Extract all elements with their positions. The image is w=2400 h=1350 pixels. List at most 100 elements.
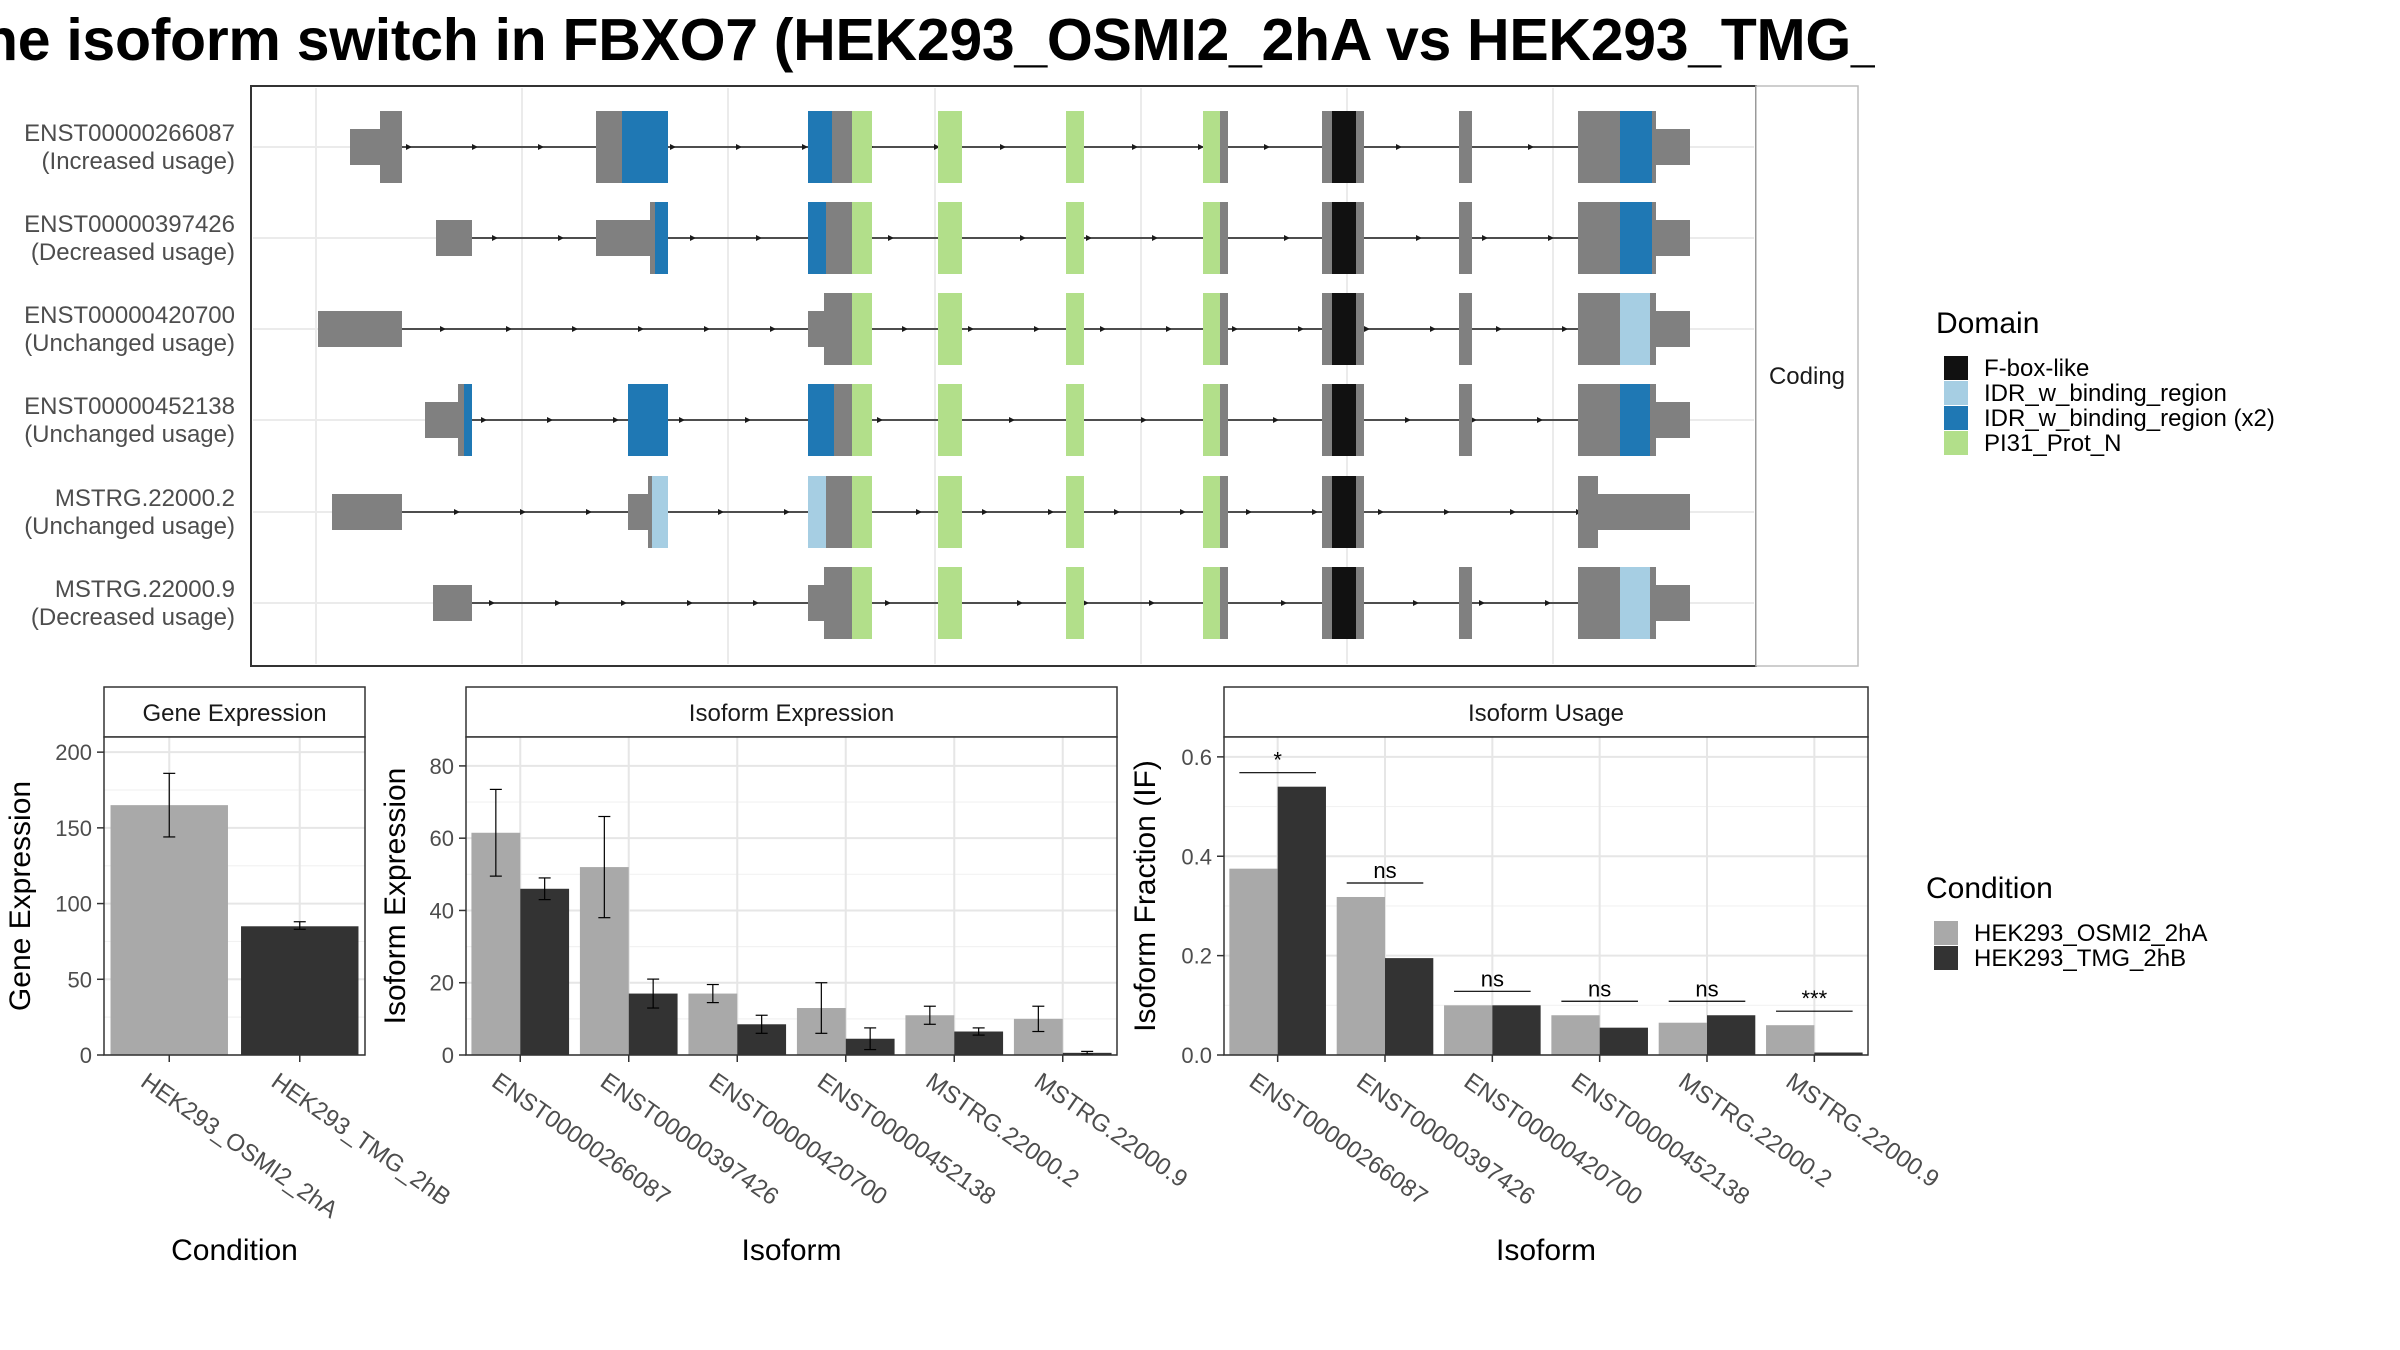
- legend-domain-key: [1944, 406, 1968, 430]
- exon-block: [1578, 476, 1598, 548]
- bar: [1385, 958, 1434, 1055]
- exon-block: [1656, 585, 1690, 621]
- y-axis-title: Gene Expression: [4, 781, 37, 1011]
- bar: [1551, 1015, 1600, 1055]
- direction-arrow: [621, 600, 627, 606]
- direction-arrow: [1086, 235, 1092, 241]
- exon-block: [1322, 476, 1332, 548]
- bar: [1707, 1015, 1756, 1055]
- direction-arrow: [1232, 326, 1238, 332]
- bar: [1229, 868, 1278, 1055]
- page-title: he isoform switch in FBXO7 (HEK293_OSMI2…: [0, 7, 1875, 73]
- exon-block: [1578, 111, 1620, 183]
- direction-arrow: [687, 600, 693, 606]
- exon-block: [1356, 202, 1364, 274]
- structure-rows: [318, 111, 1690, 639]
- direction-arrow: [492, 235, 498, 241]
- exon-block: [808, 311, 824, 347]
- transcript-6: [433, 567, 1690, 639]
- direction-arrow: [481, 417, 487, 423]
- x-tick-label: ENST00000420700: [704, 1068, 892, 1211]
- exon-block: [622, 111, 668, 183]
- isoform-name-label: ENST00000266087: [24, 120, 235, 147]
- exon-block: [1652, 202, 1656, 274]
- exon-block: [1656, 129, 1690, 165]
- exon-block: [1322, 202, 1332, 274]
- isoform-usage-label: (Decreased usage): [31, 239, 235, 266]
- direction-arrow: [1378, 509, 1384, 515]
- exon-block: [1203, 202, 1220, 274]
- direction-arrow: [547, 417, 553, 423]
- bar: [1492, 1005, 1541, 1055]
- y-tick-label: 0.6: [1181, 745, 1212, 770]
- direction-arrow: [613, 417, 619, 423]
- bar: [1444, 1005, 1493, 1055]
- plot-background: [1224, 737, 1868, 1055]
- isoform-name-label: ENST00000397426: [24, 211, 235, 238]
- direction-arrow: [888, 235, 894, 241]
- exon-block: [1650, 567, 1656, 639]
- x-tick-label: ENST00000266087: [1244, 1068, 1432, 1211]
- y-tick-label: 50: [68, 967, 92, 992]
- direction-arrow: [1017, 600, 1023, 606]
- direction-arrow: [902, 326, 908, 332]
- exon-block: [1066, 476, 1084, 548]
- y-tick-label: 0.0: [1181, 1043, 1212, 1068]
- direction-arrow: [1396, 144, 1402, 150]
- bar: [688, 993, 738, 1055]
- direction-arrow: [916, 509, 922, 515]
- exon-block: [1203, 293, 1220, 365]
- exon-block: [1203, 384, 1220, 456]
- direction-arrow: [1496, 326, 1502, 332]
- direction-arrow: [1416, 235, 1422, 241]
- direction-arrow: [1405, 417, 1411, 423]
- bar: [954, 1031, 1004, 1055]
- x-tick-label: ENST00000420700: [1459, 1068, 1647, 1211]
- exon-block: [1322, 567, 1332, 639]
- exon-block: [1459, 111, 1472, 183]
- exon-block: [1220, 202, 1228, 274]
- y-tick-label: 60: [430, 826, 454, 851]
- exon-block: [1578, 202, 1620, 274]
- direction-arrow: [753, 600, 759, 606]
- legend-domain: Domain F-box-likeIDR_w_binding_regionIDR…: [1936, 307, 2275, 457]
- plot-background: [466, 737, 1117, 1055]
- direction-arrow: [1083, 600, 1089, 606]
- exon-block: [1066, 293, 1084, 365]
- direction-arrow: [670, 144, 676, 150]
- structure-labels: ENST00000266087(Increased usage) ENST0000…: [24, 120, 235, 631]
- isoform-name-label: MSTRG.22000.9: [55, 576, 235, 603]
- exon-block: [1332, 476, 1356, 548]
- direction-arrow: [638, 326, 644, 332]
- transcript-4: [425, 384, 1690, 456]
- exon-block: [1578, 293, 1620, 365]
- exon-block: [596, 111, 622, 183]
- exon-block: [1220, 293, 1228, 365]
- panel-border: [465, 736, 1118, 1056]
- direction-arrow: [1132, 144, 1138, 150]
- direction-arrow: [538, 144, 544, 150]
- direction-arrow: [1114, 509, 1120, 515]
- exon-block: [1220, 476, 1228, 548]
- significance-label: ***: [1801, 986, 1827, 1011]
- exon-block: [1322, 384, 1332, 456]
- exon-block: [1066, 111, 1084, 183]
- bar: [1277, 786, 1326, 1055]
- direction-arrow: [1471, 417, 1477, 423]
- x-axis-title: Isoform: [1496, 1234, 1596, 1267]
- exon-block: [1203, 111, 1220, 183]
- legend-domain-title: Domain: [1936, 307, 2039, 340]
- exon-block: [464, 384, 472, 456]
- exon-block: [1332, 567, 1356, 639]
- structure-panel: ENST00000266087(Increased usage) ENST0000…: [24, 85, 1859, 667]
- y-tick-label: 0.4: [1181, 844, 1212, 869]
- direction-arrow: [1152, 235, 1158, 241]
- direction-arrow: [770, 326, 776, 332]
- exon-block: [1066, 384, 1084, 456]
- exon-block: [318, 311, 402, 347]
- exon-block: [834, 384, 852, 456]
- exon-block: [826, 202, 852, 274]
- exon-block: [938, 567, 962, 639]
- bar: [1658, 1022, 1707, 1055]
- significance-label: ns: [1588, 976, 1611, 1001]
